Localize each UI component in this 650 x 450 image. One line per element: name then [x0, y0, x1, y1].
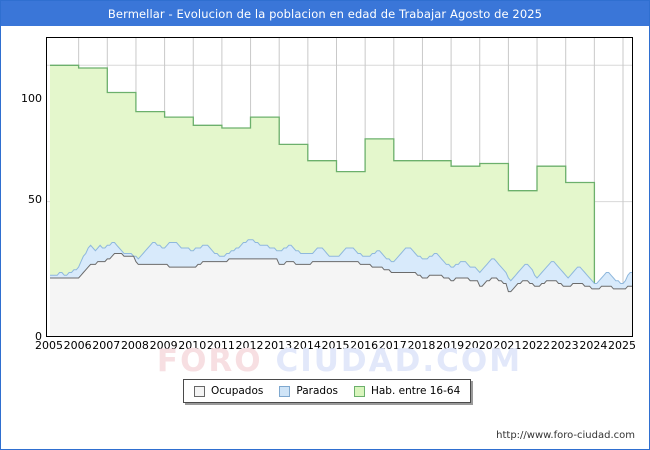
chart-legend: Ocupados Parados Hab. entre 16-64	[183, 379, 472, 403]
x-tick-2015: 2015	[321, 339, 350, 352]
series-line-parados	[50, 239, 632, 284]
legend-item-1[interactable]: Parados	[279, 385, 338, 397]
x-tick-2011: 2011	[206, 339, 235, 352]
source-url: http://www.foro-ciudad.com	[496, 430, 635, 441]
x-axis-labels: 2005 2006 2007 2008 2009 2010 2011 2012 2013 2014…	[1, 339, 650, 357]
page-title: Bermellar - Evolucion de la poblacion en…	[107, 6, 543, 21]
legend-swatch-icon	[279, 385, 291, 397]
x-tick-2009: 2009	[149, 339, 178, 352]
x-tick-2022: 2022	[522, 339, 551, 352]
x-tick-2019: 2019	[436, 339, 465, 352]
legend-label: Hab. entre 16-64	[370, 385, 461, 397]
window-title-bar: Bermellar - Evolucion de la poblacion en…	[1, 1, 649, 26]
legend-label: Ocupados	[211, 385, 264, 397]
x-tick-2024: 2024	[579, 339, 608, 352]
x-tick-2007: 2007	[92, 339, 121, 352]
chart-canvas	[47, 38, 632, 336]
legend-swatch-icon	[353, 385, 365, 397]
x-tick-2010: 2010	[178, 339, 207, 352]
x-tick-2008: 2008	[120, 339, 149, 352]
series-line-ocupados	[50, 253, 632, 293]
plot-area	[46, 37, 633, 337]
x-tick-2018: 2018	[407, 339, 436, 352]
y-tick-0: 0	[35, 330, 42, 343]
x-tick-2016: 2016	[350, 339, 379, 352]
x-tick-2020: 2020	[464, 339, 493, 352]
x-tick-2017: 2017	[378, 339, 407, 352]
legend-label: Parados	[296, 385, 338, 397]
x-tick-2014: 2014	[292, 339, 321, 352]
legend-item-0[interactable]: Ocupados	[194, 385, 263, 397]
plot-box	[46, 37, 633, 337]
x-tick-2006: 2006	[63, 339, 92, 352]
x-tick-2012: 2012	[235, 339, 264, 352]
x-tick-2025: 2025	[608, 339, 636, 352]
x-tick-2021: 2021	[493, 339, 522, 352]
series-line-hab-16-64	[50, 64, 596, 336]
series-area-ocupados	[50, 253, 632, 336]
y-tick-50: 50	[28, 193, 42, 206]
x-tick-2013: 2013	[264, 339, 293, 352]
x-tick-2005: 2005	[35, 339, 63, 352]
legend-item-2[interactable]: Hab. entre 16-64	[353, 385, 461, 397]
y-axis-labels: 100 50 0	[1, 37, 42, 342]
y-tick-100: 100	[21, 92, 42, 105]
legend-swatch-icon	[194, 385, 205, 397]
x-tick-2023: 2023	[550, 339, 579, 352]
